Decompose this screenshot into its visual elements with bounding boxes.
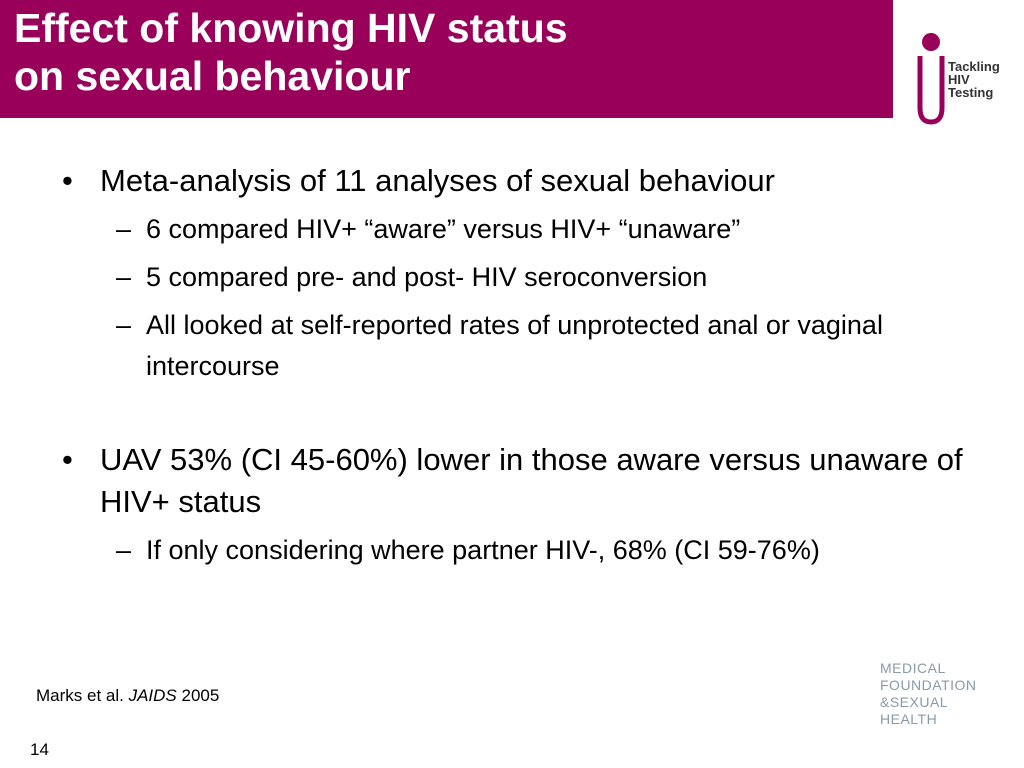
title-line: on sexual behaviour <box>14 53 411 99</box>
bullet: Meta-analysis of 11 analyses of sexual b… <box>0 160 980 202</box>
footer-logo: MEDICAL FOUNDATION &SEXUAL HEALTH <box>880 660 990 728</box>
citation-year: 2005 <box>181 686 220 705</box>
sub-bullet: 5 compared pre- and post- HIV seroconver… <box>0 257 976 298</box>
page-number: 14 <box>30 740 49 759</box>
footer-logo-line: MEDICAL <box>880 660 946 676</box>
logo-text: Tackling HIV Testing <box>948 60 1000 99</box>
title-band <box>0 0 893 118</box>
sub-bullet: All looked at self-reported rates of unp… <box>0 305 976 387</box>
footer-logo-line: &SEXUAL <box>880 694 949 710</box>
title-line: Effect of knowing HIV status <box>14 5 568 51</box>
citation-authors: Marks et al. <box>36 686 124 705</box>
bullet: UAV 53% (CI 45-60%) lower in those aware… <box>0 439 980 523</box>
citation-journal: JAIDS <box>128 686 177 705</box>
footer-logo-line: FOUNDATION <box>880 677 977 693</box>
citation: Marks et al. JAIDS 2005 <box>36 686 219 706</box>
bullet-list: Meta-analysis of 11 analyses of sexual b… <box>0 160 1024 571</box>
logo-line: HIV <box>948 72 970 87</box>
logo-line: Tackling <box>948 59 1000 74</box>
logo-line: Testing <box>948 85 994 100</box>
sub-bullet: If only considering where partner HIV-, … <box>0 530 976 571</box>
sub-bullet: 6 compared HIV+ “aware” versus HIV+ “una… <box>0 209 976 250</box>
logo-icon <box>917 33 945 125</box>
title: Effect of knowing HIV status on sexual b… <box>14 4 568 100</box>
footer-logo-line: HEALTH <box>880 711 938 727</box>
